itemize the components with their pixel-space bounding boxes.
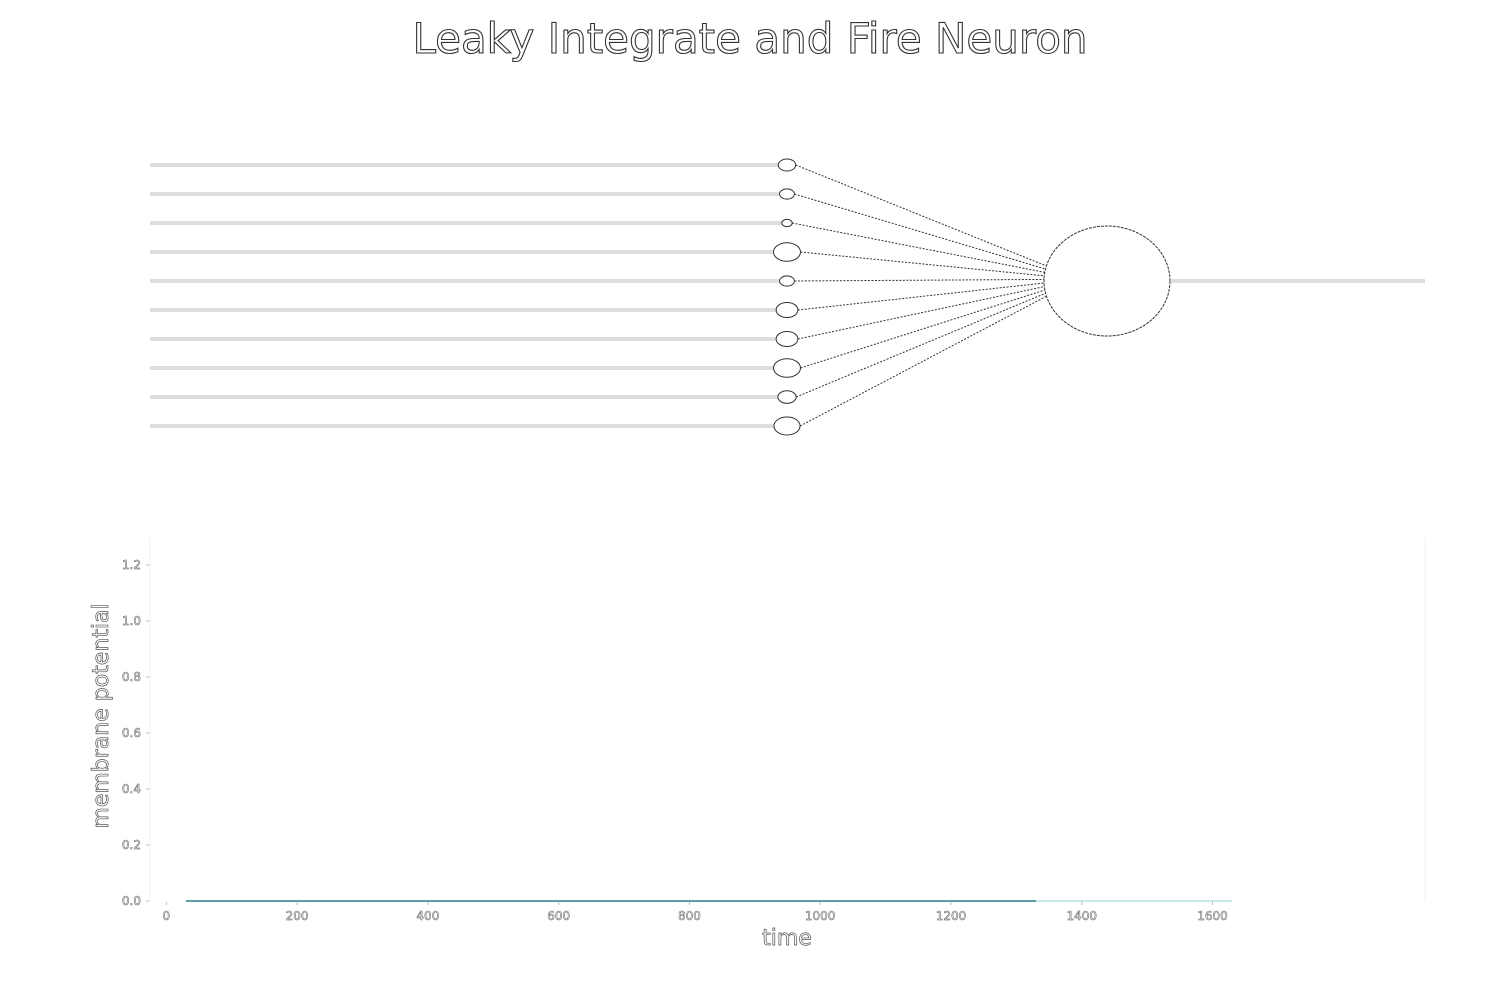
x-tick-label: 1200 (936, 909, 967, 923)
dendrite-connection (797, 285, 1049, 340)
y-tick-label: 0.0 (122, 894, 141, 908)
x-tick-label: 0 (163, 909, 171, 923)
x-axis-label: time (762, 926, 812, 951)
dendrite-connection (797, 282, 1049, 311)
dendrite-connection (795, 291, 1049, 398)
synapse-node (775, 331, 799, 347)
synapse-node (773, 358, 801, 378)
synapse-node (777, 390, 797, 404)
dendrite-connection (794, 193, 1049, 271)
x-axis-ticks: 0 200 400 600 800 1000 1200 1400 1600 (162, 902, 1228, 923)
neuron-network-diagram (150, 158, 1425, 436)
x-tick-label: 800 (678, 909, 701, 923)
x-tick-label: 600 (547, 909, 570, 923)
synapse-node (775, 302, 799, 318)
dendrite-connection (800, 251, 1049, 277)
x-tick-label: 1600 (1197, 909, 1228, 923)
y-tick-label: 1.2 (122, 558, 141, 572)
dendrite-connection (794, 278, 1049, 282)
x-tick-label: 200 (286, 909, 309, 923)
y-axis-ticks: 0.0 0.2 0.4 0.6 0.8 1.0 1.2 (122, 558, 149, 908)
figure-title: Leaky Integrate and Fire Neuron (412, 14, 1087, 63)
y-tick-label: 0.8 (122, 670, 141, 684)
synapse-node (779, 188, 795, 200)
x-tick-label: 1000 (805, 909, 836, 923)
y-tick-label: 1.0 (122, 614, 141, 628)
y-tick-label: 0.6 (122, 726, 141, 740)
x-tick-label: 400 (416, 909, 439, 923)
dendrite-connection (800, 288, 1049, 369)
synapse-node (781, 218, 793, 228)
dendrite-connection (792, 222, 1049, 274)
plot-frame (149, 537, 1426, 901)
synapse-node (777, 158, 797, 172)
y-tick-label: 0.2 (122, 838, 141, 852)
y-axis-label: membrane potential (89, 603, 114, 828)
synapse-node (779, 275, 795, 287)
dendrite-connection (799, 294, 1049, 427)
synapse-node (773, 242, 801, 262)
x-tick-label: 1400 (1066, 909, 1097, 923)
neuron-soma (1043, 225, 1171, 337)
y-tick-label: 0.4 (122, 782, 141, 796)
dendrite-connection (795, 164, 1049, 268)
synapse-node (773, 416, 801, 436)
membrane-potential-chart: 0.0 0.2 0.4 0.6 0.8 1.0 1.2 0 200 400 600 800 1000 1… (89, 537, 1426, 951)
